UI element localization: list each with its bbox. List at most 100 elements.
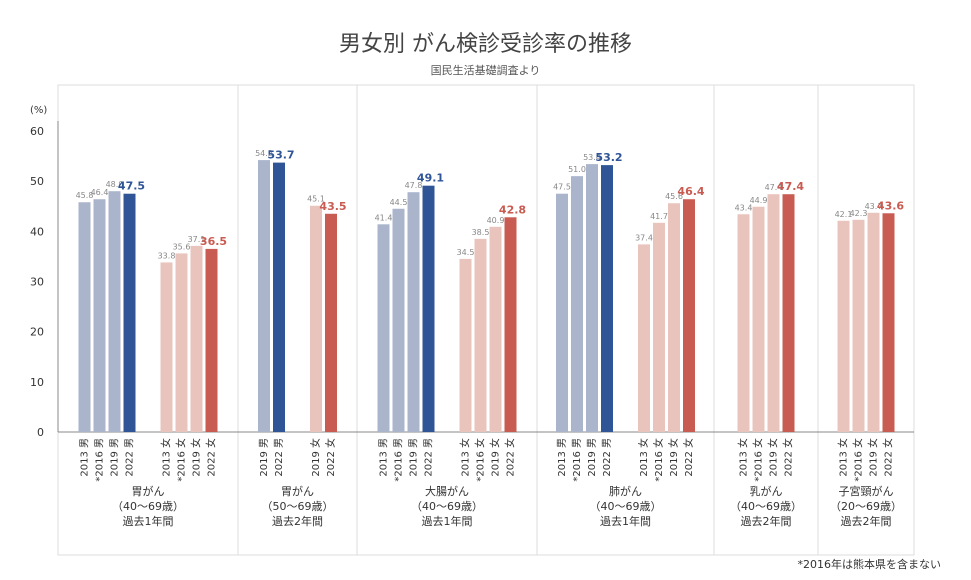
group-label: 過去1年間: [600, 514, 651, 528]
bar-value-label: 34.5: [457, 248, 475, 257]
group-label: （40〜69歳）: [411, 500, 483, 513]
x-tick-label: 2013 男: [556, 438, 568, 477]
x-tick-label: *2016 男: [571, 438, 583, 482]
bar: [837, 220, 850, 432]
bar: [422, 185, 435, 432]
x-tick-label: 2019 男: [408, 438, 420, 477]
bar-value-label: 47.4: [765, 183, 783, 192]
bar-value-label: 36.5: [200, 235, 227, 248]
x-tick-label: *2016 女: [474, 438, 487, 482]
bar-value-label: 45.8: [76, 191, 94, 200]
x-tick-label: 2022 女: [324, 438, 337, 477]
y-tick-label: 30: [30, 276, 44, 289]
bar: [489, 226, 502, 432]
bar-value-label: 33.8: [158, 251, 176, 260]
bar-value-label: 49.1: [417, 172, 444, 185]
bar: [123, 193, 136, 432]
x-tick-label: *2016 女: [852, 438, 865, 482]
group-label: 過去2年間: [272, 514, 323, 528]
bar-value-label: 43.7: [865, 202, 883, 211]
bar: [377, 224, 390, 432]
x-tick-label: 2013 男: [378, 438, 390, 477]
bar-value-label: 42.3: [850, 209, 868, 218]
bar-value-label: 44.5: [390, 198, 408, 207]
group-label: （40〜69歳）: [590, 500, 662, 513]
x-tick-label: 2022 男: [273, 438, 285, 477]
bar: [852, 219, 865, 432]
x-tick-label: 2022 女: [682, 438, 695, 477]
bar: [459, 258, 472, 432]
y-tick-label: 60: [30, 125, 44, 138]
x-tick-label: 2022 女: [782, 438, 795, 477]
x-tick-label: *2016 女: [652, 438, 665, 482]
x-tick-label: 2022 女: [882, 438, 895, 477]
bar-value-label: 42.8: [499, 203, 526, 216]
y-axis-unit: (%): [30, 105, 47, 116]
x-tick-label: 2013 男: [79, 438, 91, 477]
bar: [93, 199, 106, 432]
x-tick-label: 2019 女: [767, 438, 780, 477]
x-tick-label: 2013 女: [160, 438, 173, 477]
bar-value-label: 53.2: [595, 151, 622, 164]
bar-value-label: 38.5: [472, 228, 490, 237]
bar: [273, 162, 285, 433]
x-tick-label: *2016 女: [752, 438, 765, 482]
x-tick-label: 2019 男: [109, 438, 121, 477]
x-tick-label: 2019 女: [489, 438, 502, 477]
x-tick-label: 2013 女: [637, 438, 650, 477]
bar: [683, 199, 695, 432]
x-tick-label: *2016 男: [393, 438, 405, 482]
x-tick-label: 2019 男: [258, 438, 270, 477]
bar: [78, 202, 91, 432]
group-label: 胃がん: [132, 484, 165, 498]
x-tick-label: 2019 女: [667, 438, 680, 477]
bar: [867, 212, 880, 432]
group-label: 乳がん: [750, 484, 783, 498]
bar-value-label: 41.7: [650, 212, 668, 221]
bar-value-label: 47.5: [553, 183, 571, 192]
x-tick-label: *2016 男: [94, 438, 106, 482]
bar-value-label: 42.1: [835, 210, 853, 219]
y-tick-label: 0: [37, 426, 44, 439]
footnote: *2016年は熊本県を含まない: [797, 558, 942, 571]
bar: [474, 238, 487, 432]
bar-value-label: 45.1: [307, 195, 325, 204]
bar-value-label: 37.4: [635, 233, 653, 242]
y-tick-label: 10: [30, 376, 44, 389]
group-label: 過去2年間: [741, 514, 792, 528]
x-tick-label: 2019 女: [190, 438, 203, 477]
group-label: 大腸がん: [425, 484, 469, 498]
bar-value-label: 40.9: [487, 216, 505, 225]
y-tick-label: 20: [30, 326, 44, 339]
x-tick-label: 2022 男: [423, 438, 435, 477]
x-tick-label: 2013 女: [737, 438, 750, 477]
bar-value-label: 47.4: [777, 180, 804, 193]
x-tick-label: 2022 男: [601, 438, 613, 477]
bar: [752, 206, 765, 432]
group-label: （50〜69歳）: [262, 500, 334, 513]
bar: [586, 164, 598, 433]
x-tick-label: 2022 女: [205, 438, 218, 477]
group-label: 過去1年間: [123, 514, 174, 528]
bar-value-label: 53.4: [583, 153, 601, 162]
bar-value-label: 41.4: [375, 213, 393, 222]
bar-value-label: 47.8: [405, 181, 423, 190]
bar: [190, 245, 203, 432]
bar-value-label: 51.0: [568, 165, 586, 174]
bar: [601, 165, 613, 432]
bar: [160, 262, 173, 432]
bar-value-label: 37.1: [188, 235, 206, 244]
x-tick-label: 2019 男: [586, 438, 598, 477]
x-tick-label: 2013 女: [459, 438, 472, 477]
group-label: （40〜69歳）: [730, 500, 802, 513]
chart-subtitle: 国民生活基礎調査より: [430, 64, 541, 77]
x-tick-label: 2019 女: [309, 438, 322, 477]
bar-value-label: 45.6: [665, 192, 683, 201]
bar: [258, 160, 270, 432]
x-tick-label: 2022 男: [124, 438, 136, 477]
group-label: 過去2年間: [841, 514, 892, 528]
bar: [556, 193, 568, 432]
group-label: 肺がん: [609, 484, 642, 498]
bar: [504, 217, 517, 432]
bar: [767, 194, 780, 432]
